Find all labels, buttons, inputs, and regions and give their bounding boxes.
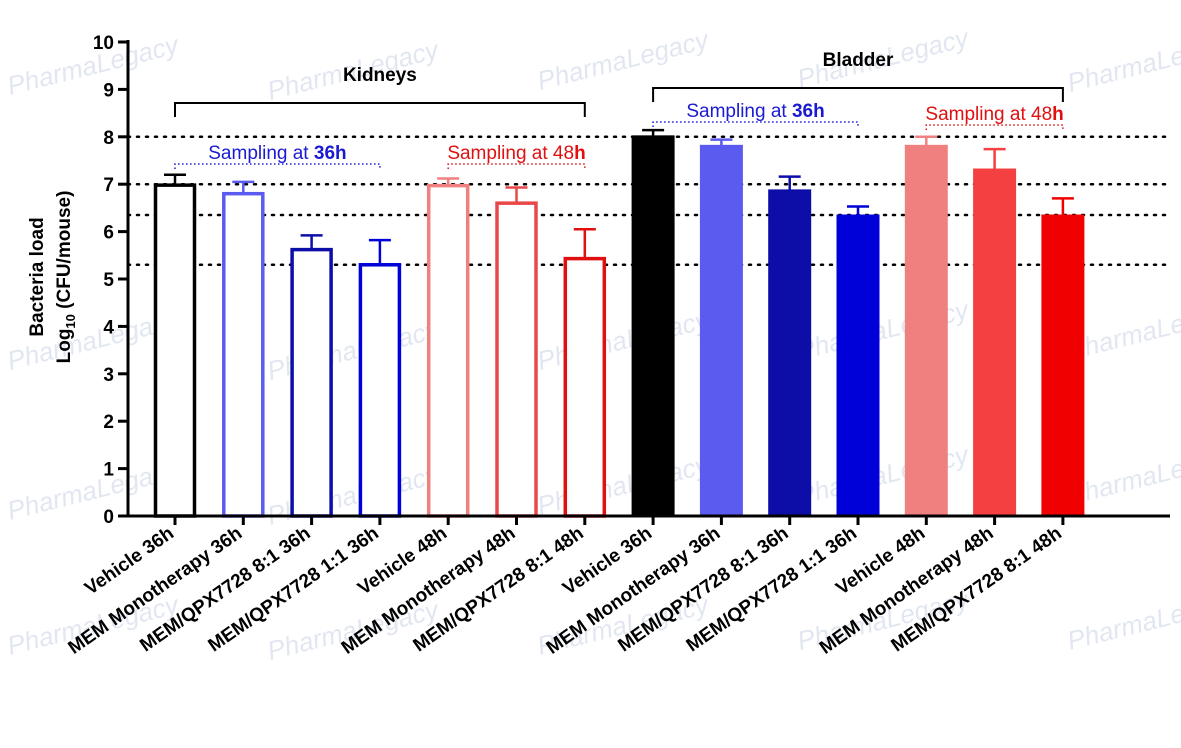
watermark-text: PharmaLegacy: [1064, 584, 1181, 656]
bar: [358, 263, 402, 518]
bar: [222, 191, 265, 518]
bar: [973, 168, 1017, 517]
y-tick-label: 7: [103, 175, 114, 196]
bar: [495, 201, 538, 518]
group-label: Bladder: [823, 50, 894, 71]
y-tick-label: 0: [103, 507, 114, 528]
sampling-bracket: [447, 163, 586, 169]
y-tick-label: 3: [103, 365, 114, 386]
watermark-text: PharmaLegacy: [1064, 26, 1181, 98]
group-label: Kidneys: [343, 65, 417, 86]
y-tick-label: 6: [103, 223, 114, 244]
watermark-text: PharmaLegacy: [534, 24, 713, 96]
y-tick-label: 10: [93, 33, 114, 54]
y-tick-label: 4: [103, 317, 114, 338]
sampling-label: Sampling at 36h: [208, 143, 346, 164]
y-tick-label: 8: [103, 128, 114, 149]
bar: [836, 214, 880, 517]
bar: [290, 247, 333, 518]
bar: [563, 256, 607, 518]
watermark-text: PharmaLegacy: [534, 304, 713, 376]
y-tick-label: 2: [103, 412, 114, 433]
bar: [426, 183, 470, 518]
sampling-bracket: [174, 163, 381, 169]
bar: [153, 183, 197, 518]
y-tick-label: 5: [103, 270, 114, 291]
bar: [699, 144, 743, 517]
watermark-text: PharmaLegacy: [534, 449, 713, 521]
y-axis-unit: Log10 (CFU/mouse): [54, 191, 78, 364]
sampling-label: Sampling at 48h: [925, 104, 1063, 125]
sampling-bracket: [925, 124, 1064, 130]
bar: [631, 135, 675, 517]
sampling-label: Sampling at 36h: [686, 101, 824, 122]
sampling-bracket: [652, 121, 859, 127]
bar: [1041, 214, 1085, 517]
y-axis-title: Bacteria load: [27, 217, 48, 336]
group-bracket: [174, 102, 586, 117]
y-tick-label: 1: [103, 460, 114, 481]
annotations: Kidneys Bladder Sampling at 36h Sampling at…: [174, 50, 1064, 169]
bar: [768, 189, 812, 517]
group-bracket: [652, 87, 1064, 102]
bars: [153, 128, 1085, 518]
y-tick-label: 9: [103, 80, 114, 101]
bar: [904, 144, 948, 517]
sampling-label: Sampling at 48h: [447, 143, 585, 164]
